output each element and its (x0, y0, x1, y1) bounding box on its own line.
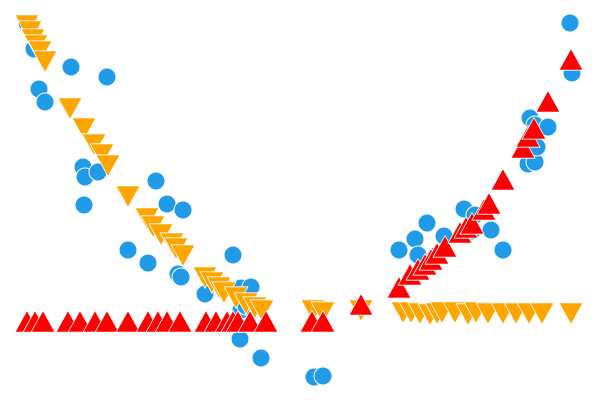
point-triangle-up (253, 310, 279, 333)
point-circle (35, 92, 55, 112)
point-circle (313, 366, 333, 386)
point-circle (223, 245, 243, 265)
point-circle (251, 348, 271, 368)
point-triangle-up (115, 310, 141, 333)
series-triangle-up (14, 48, 584, 333)
point-triangle-up (167, 310, 193, 333)
point-circle (417, 213, 437, 233)
point-triangle-down (529, 302, 555, 325)
point-triangle-down (95, 154, 121, 177)
point-circle (74, 195, 94, 215)
point-circle (138, 253, 158, 273)
point-circle (171, 267, 191, 287)
point-circle (560, 13, 580, 33)
point-triangle-up (30, 310, 56, 333)
point-triangle-down (249, 299, 275, 322)
point-triangle-down (558, 302, 584, 325)
point-triangle-down (57, 97, 83, 120)
point-triangle-up (490, 168, 516, 191)
point-triangle-up (521, 117, 547, 140)
point-circle (481, 220, 501, 240)
point-triangle-up (386, 276, 412, 299)
point-circle (405, 229, 425, 249)
point-triangle-down (115, 185, 141, 208)
plot-area (14, 13, 584, 387)
point-circle (230, 329, 250, 349)
point-triangle-down (170, 244, 196, 267)
point-circle (493, 240, 513, 260)
point-circle (61, 57, 81, 77)
point-triangle-up (348, 293, 374, 316)
point-triangle-up (237, 310, 263, 333)
point-triangle-up (535, 90, 561, 113)
point-triangle-up (459, 212, 485, 235)
series-triangle-down (14, 14, 584, 326)
point-triangle-up (432, 235, 458, 258)
point-circle (146, 171, 166, 191)
point-triangle-up (476, 192, 502, 215)
point-triangle-down (71, 117, 97, 140)
point-circle (118, 240, 138, 260)
point-triangle-up (558, 48, 584, 71)
point-circle (97, 67, 117, 87)
point-triangle-down (32, 50, 58, 73)
point-circle (157, 194, 177, 214)
point-circle (389, 240, 409, 260)
point-triangle-up (310, 310, 336, 333)
point-triangle-up (94, 310, 120, 333)
point-circle (173, 200, 193, 220)
